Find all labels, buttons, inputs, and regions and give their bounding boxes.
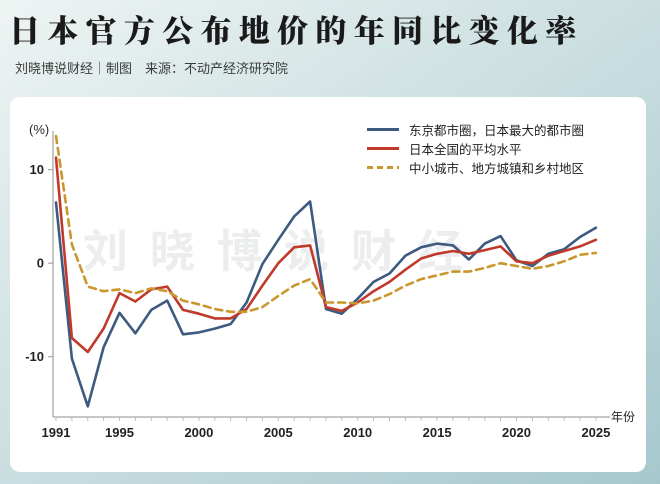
svg-text:10: 10 — [30, 162, 44, 177]
svg-text:2015: 2015 — [423, 425, 452, 440]
svg-text:1991: 1991 — [42, 425, 71, 440]
svg-text:1995: 1995 — [105, 425, 134, 440]
svg-text:2005: 2005 — [264, 425, 293, 440]
svg-text:-10: -10 — [25, 349, 44, 364]
svg-text:2000: 2000 — [184, 425, 213, 440]
svg-text:2010: 2010 — [343, 425, 372, 440]
svg-text:0: 0 — [37, 256, 44, 271]
svg-text:2025: 2025 — [581, 425, 610, 440]
svg-text:2020: 2020 — [502, 425, 531, 440]
svg-text:年份: 年份 — [611, 410, 635, 424]
